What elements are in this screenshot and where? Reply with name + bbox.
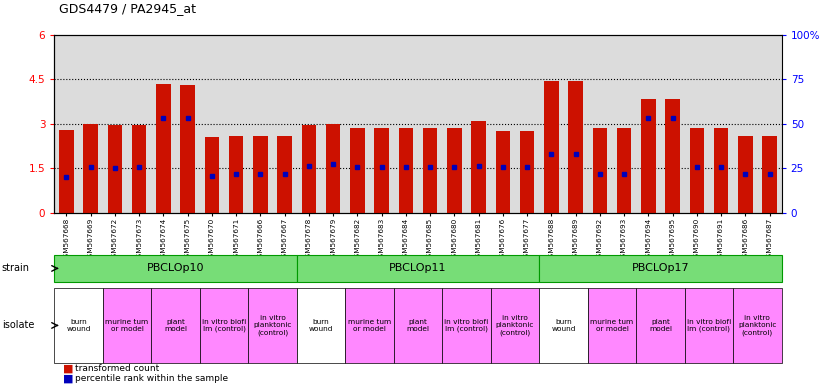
Bar [59,130,74,213]
Bar [278,136,292,213]
Bar [248,288,297,363]
Bar [690,128,704,213]
Text: ■: ■ [63,364,74,374]
Text: in vitro
planktonic
(control): in vitro planktonic (control) [738,315,777,336]
Bar [472,121,486,213]
Bar [229,136,243,213]
Bar [151,288,200,363]
Bar [200,288,248,363]
Text: burn
wound: burn wound [66,319,91,332]
Bar [738,136,752,213]
Text: ■: ■ [63,373,74,383]
Bar [54,288,103,363]
Text: burn
wound: burn wound [551,319,576,332]
Bar [685,288,733,363]
Text: GDS4479 / PA2945_at: GDS4479 / PA2945_at [59,2,196,15]
Text: strain: strain [2,263,29,273]
Bar [539,288,588,363]
Bar [762,136,777,213]
Bar [641,99,655,213]
Text: in vitro
planktonic
(control): in vitro planktonic (control) [496,315,534,336]
Bar [103,288,151,363]
Bar [375,128,389,213]
Text: burn
wound: burn wound [308,319,334,332]
Bar [520,131,534,213]
Text: transformed count: transformed count [75,364,160,373]
Text: plant
model: plant model [164,319,187,332]
Bar [665,99,680,213]
Bar [544,81,558,213]
Bar [539,255,782,282]
Bar [447,128,461,213]
Bar [568,81,583,213]
Bar [491,288,539,363]
Text: in vitro biofi
lm (control): in vitro biofi lm (control) [202,319,246,332]
Text: PBCLOp17: PBCLOp17 [632,263,689,273]
Bar [156,84,171,213]
Bar [399,128,413,213]
Bar [588,288,636,363]
Bar [733,288,782,363]
Text: murine tum
or model: murine tum or model [348,319,391,332]
Bar [302,125,316,213]
Bar [496,131,510,213]
Text: murine tum
or model: murine tum or model [105,319,149,332]
Text: in vitro biofi
lm (control): in vitro biofi lm (control) [445,319,488,332]
Bar [108,125,122,213]
Text: plant
model: plant model [406,319,430,332]
Text: in vitro
planktonic
(control): in vitro planktonic (control) [253,315,292,336]
Bar [297,288,345,363]
Bar [297,255,539,282]
Bar [394,288,442,363]
Text: PBCLOp10: PBCLOp10 [147,263,204,273]
Bar [54,255,297,282]
Bar [423,128,437,213]
Bar [617,128,631,213]
Text: murine tum
or model: murine tum or model [590,319,634,332]
Bar [326,124,340,213]
Bar [253,136,268,213]
Text: isolate: isolate [2,320,34,331]
Bar [84,124,98,213]
Text: in vitro biofi
lm (control): in vitro biofi lm (control) [687,319,731,332]
Bar [714,128,728,213]
Bar [205,137,219,213]
Bar [636,288,685,363]
Text: percentile rank within the sample: percentile rank within the sample [75,374,228,383]
Bar [442,288,491,363]
Bar [132,125,146,213]
Text: plant
model: plant model [649,319,672,332]
Bar [350,128,364,213]
Bar [345,288,394,363]
Bar [181,85,195,213]
Text: PBCLOp11: PBCLOp11 [390,263,446,273]
Bar [593,128,607,213]
